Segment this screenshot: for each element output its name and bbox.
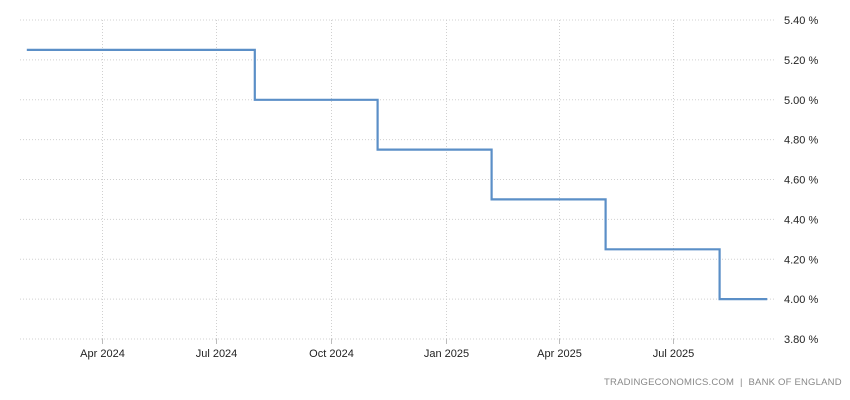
series-line bbox=[26, 48, 768, 301]
x-tick-label: Apr 2025 bbox=[537, 348, 582, 360]
x-tick-label: Jul 2024 bbox=[196, 348, 238, 360]
y-tick-label: 5.40 % bbox=[784, 15, 818, 27]
x-axis: Apr 2024 Jul 2024 Oct 2024 Jan 2025 Apr 2025… bbox=[80, 339, 694, 360]
y-tick-label: 4.80 % bbox=[784, 135, 818, 147]
y-tick-label: 4.40 % bbox=[784, 214, 818, 226]
y-tick-label: 4.00 % bbox=[784, 294, 818, 306]
x-tick-label: Jul 2025 bbox=[653, 348, 695, 360]
series bbox=[26, 48, 768, 301]
y-tick-label: 5.00 % bbox=[784, 95, 818, 107]
y-tick-label: 4.60 % bbox=[784, 175, 818, 187]
footer-source: TRADINGECONOMICS.COM | BANK OF ENGLAND bbox=[604, 377, 842, 388]
x-tick-label: Jan 2025 bbox=[424, 348, 469, 360]
y-tick-label: 4.20 % bbox=[784, 254, 818, 266]
x-tick-label: Apr 2024 bbox=[80, 348, 125, 360]
y-tick-label: 5.20 % bbox=[784, 55, 818, 67]
x-tick-label: Oct 2024 bbox=[309, 348, 354, 360]
y-tick-label: 3.80 % bbox=[784, 334, 818, 346]
grid bbox=[20, 19, 775, 340]
y-axis: 5.40 % 5.20 % 5.00 % 4.80 % 4.60 % 4.40 % 4.20… bbox=[784, 15, 818, 346]
